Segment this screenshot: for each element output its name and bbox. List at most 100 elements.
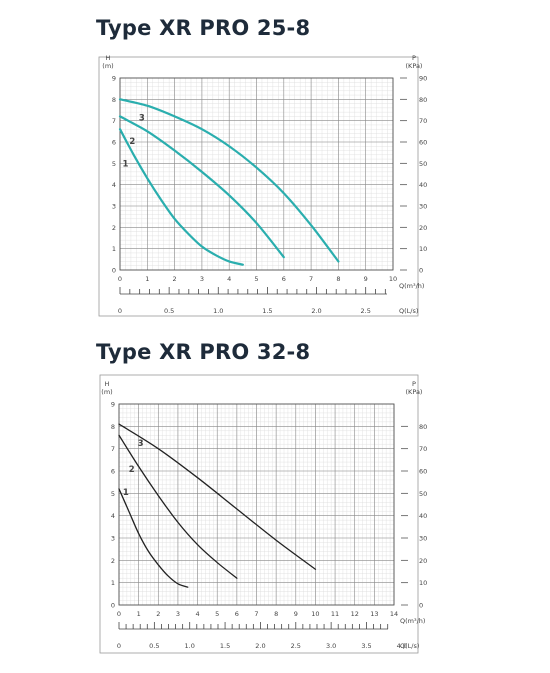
x-tick-label: 5 [254, 275, 258, 283]
y-tick-label: 0 [111, 602, 115, 610]
y2-axis-unit: (KPa) [406, 388, 423, 396]
x-tick-label: 7 [254, 610, 258, 618]
x2-tick-label: 0.5 [149, 642, 159, 650]
x2-axis-label: Q(L/s) [400, 642, 419, 650]
y-tick-label: 4 [111, 512, 115, 520]
series-label: 3 [138, 439, 144, 449]
y2-tick-label: 90 [419, 75, 427, 83]
plot-border [119, 77, 394, 271]
x-tick-label: 6 [282, 275, 286, 283]
x2-axis-label: Q(L/s) [399, 307, 418, 315]
x2-tick-label: 0 [117, 642, 121, 650]
chart-frame [98, 56, 419, 317]
x-tick-label: 3 [200, 275, 204, 283]
x-tick-label: 10 [311, 610, 319, 618]
y-tick-label: 9 [111, 401, 115, 409]
y2-axis-label: P [412, 380, 416, 388]
x-tick-label: 14 [390, 610, 398, 618]
y-tick-label: 2 [111, 557, 115, 565]
y-tick-label: 7 [112, 117, 116, 125]
x-axis-label: Q(m³/h) [400, 617, 425, 625]
y2-tick-label: 30 [419, 535, 427, 543]
x-tick-label: 9 [364, 275, 368, 283]
x-axis-label: Q(m³/h) [399, 282, 424, 290]
y2-tick-label: 10 [419, 245, 427, 253]
y-tick-label: 4 [112, 181, 116, 189]
chart-title: Type XR PRO 25-8 [96, 16, 311, 40]
x2-tick-label: 2.0 [311, 307, 321, 315]
x-tick-label: 0 [117, 610, 121, 618]
x2-tick-label: 4.0 [397, 642, 407, 650]
x2-tick-label: 1.0 [213, 307, 223, 315]
y2-tick-label: 40 [419, 512, 427, 520]
x-tick-label: 7 [309, 275, 313, 283]
x-tick-label: 4 [227, 275, 231, 283]
chart-title: Type XR PRO 32-8 [96, 340, 311, 364]
x-tick-label: 8 [336, 275, 340, 283]
y-tick-label: 3 [112, 203, 116, 211]
y-tick-label: 8 [111, 423, 115, 431]
x-tick-label: 10 [389, 275, 397, 283]
series-line-2 [118, 115, 285, 259]
y2-tick-label: 20 [419, 224, 427, 232]
y-tick-label: 5 [112, 160, 116, 168]
x-tick-label: 2 [156, 610, 160, 618]
y2-tick-label: 50 [419, 160, 427, 168]
y2-axis-unit: (KPa) [406, 62, 423, 70]
y-tick-label: 5 [111, 490, 115, 498]
y-tick-label: 3 [111, 535, 115, 543]
y2-tick-label: 30 [419, 203, 427, 211]
x-tick-label: 3 [176, 610, 180, 618]
plot-border [118, 403, 395, 606]
x2-tick-label: 1.5 [220, 642, 230, 650]
x-tick-label: 1 [137, 610, 141, 618]
series-line-3 [118, 98, 340, 263]
x-tick-label: 11 [331, 610, 339, 618]
y2-tick-label: 40 [419, 181, 427, 189]
x-tick-label: 12 [351, 610, 359, 618]
series-line-1 [118, 128, 244, 266]
series-label: 2 [129, 137, 135, 147]
series-label: 1 [123, 488, 129, 498]
x2-tick-label: 0.5 [164, 307, 174, 315]
x2-tick-label: 0 [118, 307, 122, 315]
y2-tick-label: 0 [419, 602, 423, 610]
x-tick-label: 13 [370, 610, 378, 618]
y2-tick-label: 10 [419, 579, 427, 587]
x2-tick-label: 1.5 [262, 307, 272, 315]
series-line-3 [118, 423, 317, 570]
series-line-2 [118, 434, 238, 579]
y-tick-label: 6 [112, 139, 116, 147]
y-tick-label: 1 [111, 579, 115, 587]
x-tick-label: 9 [294, 610, 298, 618]
y2-tick-label: 80 [419, 423, 427, 431]
x2-tick-label: 2.5 [361, 307, 371, 315]
y-axis-label: H [106, 54, 111, 62]
y2-tick-label: 60 [419, 468, 427, 476]
x2-tick-label: 2.5 [291, 642, 301, 650]
y2-tick-label: 70 [419, 117, 427, 125]
x-tick-label: 0 [118, 275, 122, 283]
y-axis-unit: (m) [101, 388, 112, 396]
y-tick-label: 1 [112, 245, 116, 253]
y-axis-unit: (m) [102, 62, 113, 70]
x-tick-label: 2 [173, 275, 177, 283]
x-tick-label: 6 [235, 610, 239, 618]
y2-tick-label: 0 [419, 267, 423, 275]
y-tick-label: 0 [112, 267, 116, 275]
chart-frame [99, 374, 419, 654]
series-line-1 [118, 488, 189, 588]
x-tick-label: 1 [145, 275, 149, 283]
series-label: 2 [129, 465, 135, 475]
y2-axis-label: P [412, 54, 416, 62]
y-tick-label: 8 [112, 96, 116, 104]
series-label: 3 [139, 113, 145, 123]
x2-tick-label: 2.0 [255, 642, 265, 650]
x-tick-label: 4 [196, 610, 200, 618]
y2-tick-label: 70 [419, 445, 427, 453]
x2-tick-label: 3.0 [326, 642, 336, 650]
y-tick-label: 7 [111, 445, 115, 453]
y2-tick-label: 20 [419, 557, 427, 565]
